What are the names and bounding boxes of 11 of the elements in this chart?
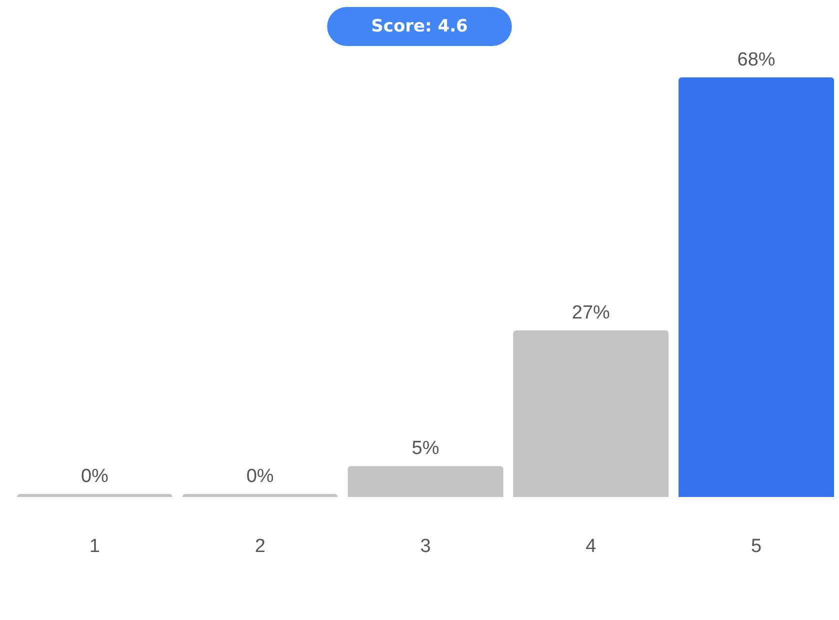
x-tick-label: 2	[254, 536, 266, 557]
x-tick-label: 4	[586, 536, 597, 557]
chart-title: Score: 4.6	[371, 16, 468, 36]
data-label: 5%	[412, 438, 440, 460]
x-tick-label: 5	[751, 536, 762, 557]
data-label: 27%	[572, 302, 610, 324]
data-label: 0%	[80, 466, 109, 487]
data-label: 68%	[737, 49, 776, 70]
x-tick-label: 3	[420, 536, 431, 557]
data-label: 0%	[246, 466, 274, 487]
x-tick-label: 1	[89, 536, 100, 557]
